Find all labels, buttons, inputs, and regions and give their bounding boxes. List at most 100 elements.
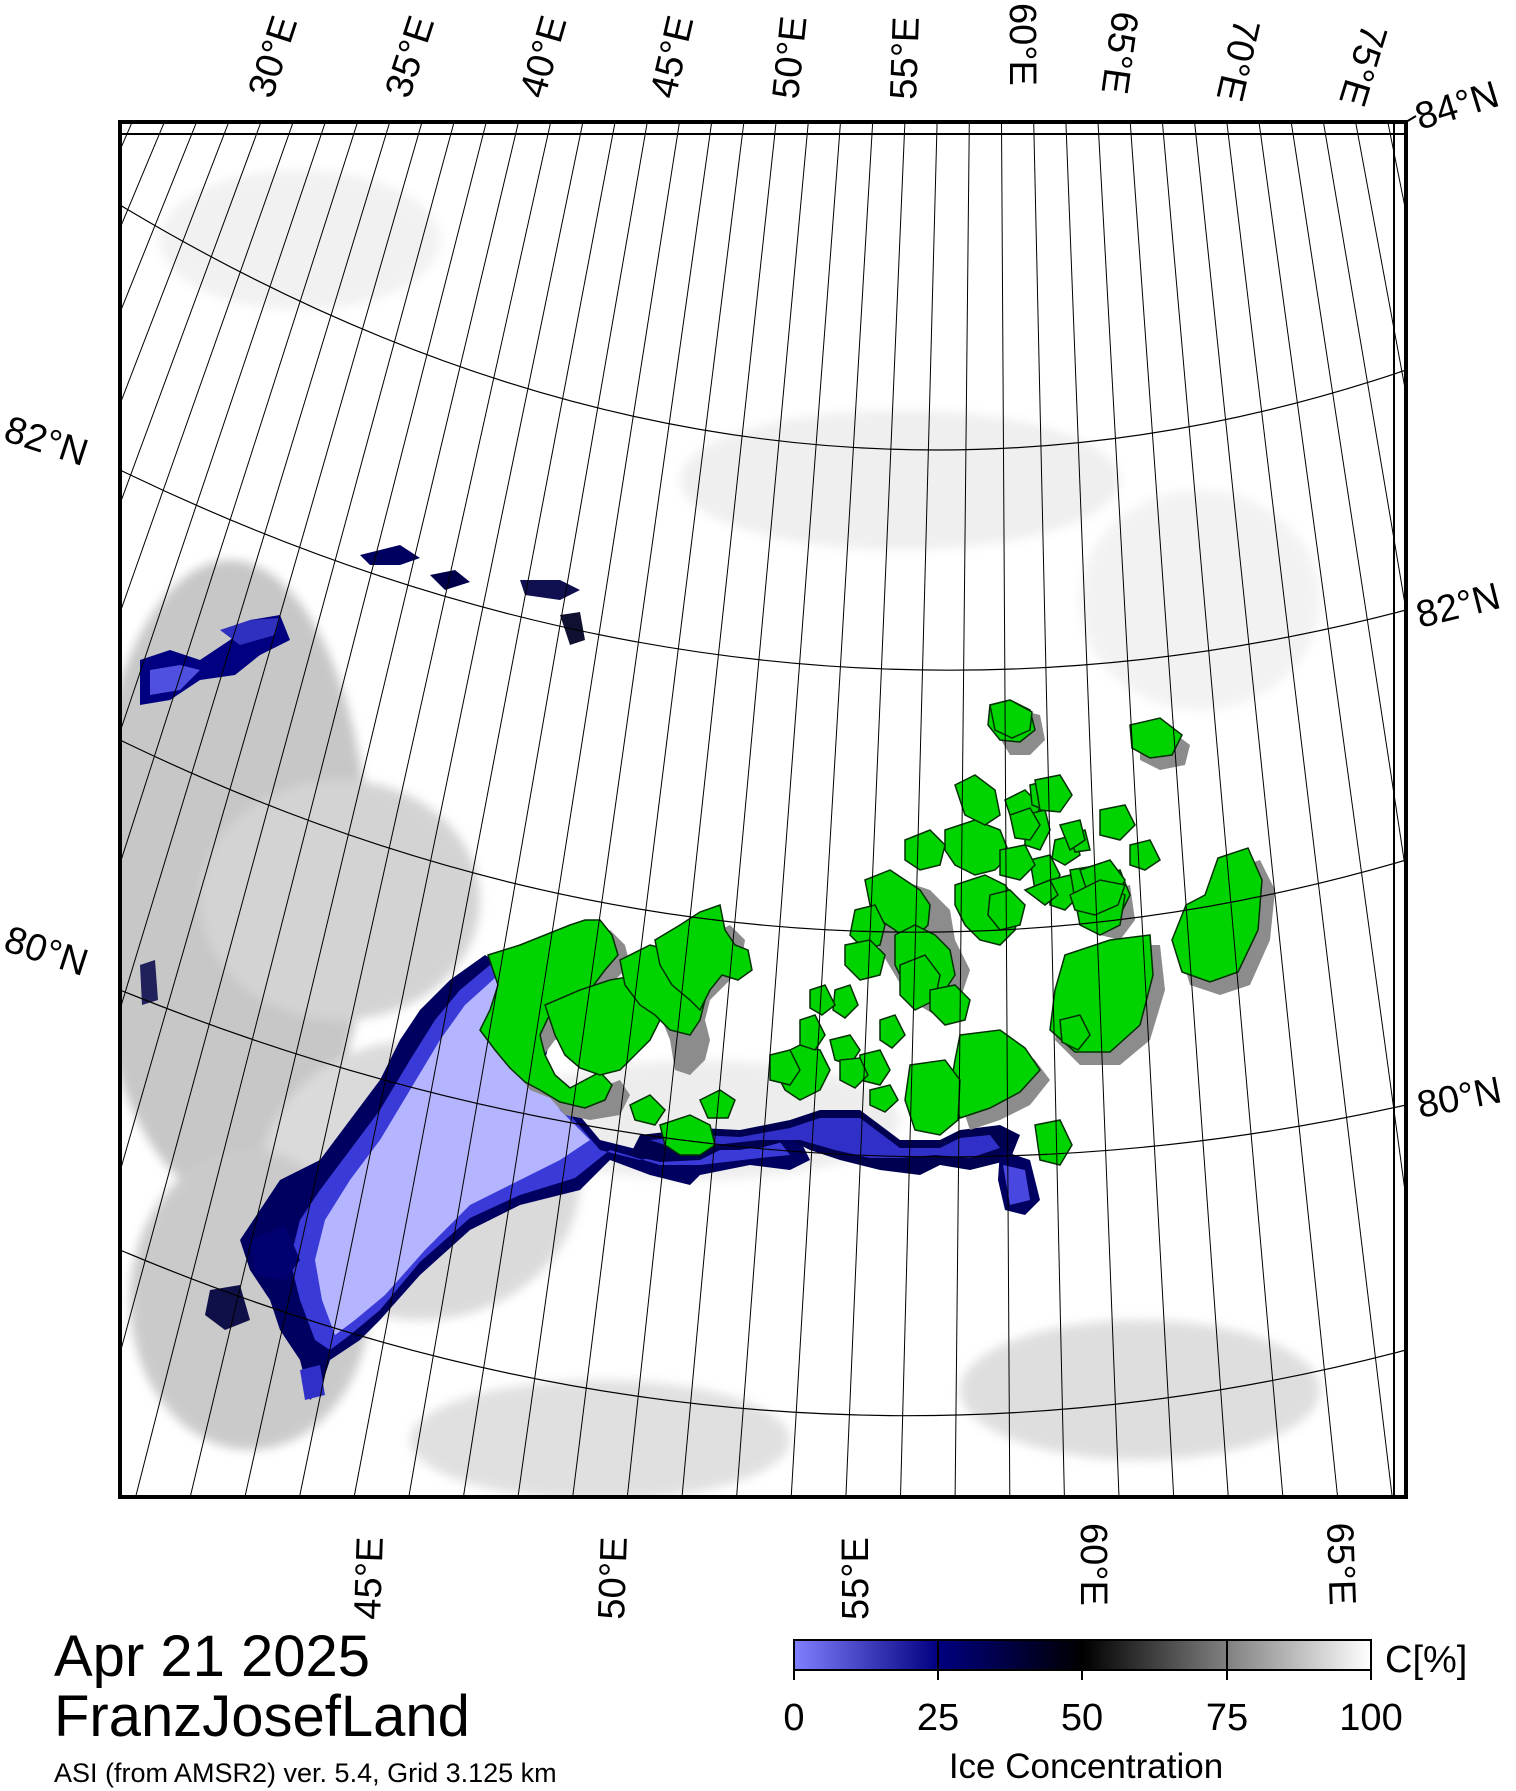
colorbar-tick-label: 50 [1061,1697,1103,1739]
colorbar-tick-label: 100 [1339,1697,1402,1739]
meridian-line [954,122,970,1497]
meridian-line [1194,122,1339,1497]
colorbar-tick-label: 25 [917,1697,959,1739]
lat-label-right: 80°N [1414,1069,1505,1126]
meridian-line [120,122,326,734]
lon-label-bottom: 65°E [1318,1522,1363,1606]
lon-label-top: 55°E [883,16,928,100]
lat-label-right: 82°N [1412,575,1505,636]
island-east-8 [1023,879,1059,906]
island-north-12 [1034,774,1073,813]
meridian-line [1322,122,1406,614]
meridian-line [1226,122,1393,1497]
meridian-line [120,122,423,1174]
island-east-7 [1069,879,1126,916]
meridian-line [626,122,777,1497]
island-rudolf [989,699,1033,739]
ice-edge-nw [140,545,585,1005]
meridian-line [120,122,391,1012]
island-south-11 [839,1057,869,1089]
meridian-line [120,122,359,866]
island-south-10 [879,1014,906,1049]
left-latitude-labels: 82°N 80°N [0,409,93,985]
meridian-line [1065,122,1120,1497]
meridian-line [1420,122,1516,1497]
colorbar-title: Ice Concentration [949,1747,1223,1786]
lon-label-top: 60°E [1001,3,1043,86]
meridian-line [681,122,809,1497]
ice-texture [120,170,1320,1497]
meridian-line [299,122,584,1497]
lon-label-top: 65°E [1093,9,1146,97]
island-mid-7 [904,829,946,871]
island-north-13 [1099,804,1136,841]
island-south-2 [904,1059,961,1136]
meridian-line [120,122,133,152]
meridian-line [120,122,294,615]
island-north-15 [1058,819,1086,852]
land-islands [479,699,1263,1166]
graticule-meridians [120,122,1516,1497]
meridian-line [244,122,552,1497]
island-north-1 [954,774,1001,826]
lon-label-top: 35°E [378,11,444,103]
meridian-line [1161,122,1284,1497]
meridian-line [845,122,906,1497]
graticule-parallels [120,122,1406,1417]
meridian-line [900,122,938,1497]
island-south-3 [829,1034,861,1066]
meridian-line [1290,122,1406,876]
lon-label-top: 45°E [643,12,703,102]
bottom-longitude-labels: 45°E 50°E 55°E 60°E 65°E [347,1522,1363,1620]
lon-label-bottom: 60°E [1072,1523,1114,1606]
meridian-line [120,122,230,406]
map-frame [118,115,1417,1499]
meridian-line [1258,122,1406,1202]
top-longitude-labels: 30°E 35°E 40°E 45°E 50°E 55°E 60°E 65°E … [241,3,1395,111]
meridian-line [1001,122,1011,1497]
meridian-line [572,122,745,1497]
meridian-line [120,122,262,506]
lon-label-bottom: 55°E [835,1537,877,1620]
island-mid-3 [849,904,886,951]
meridian-line [790,122,874,1497]
island-south-13 [1059,1014,1091,1051]
island-graham-bell [1171,847,1263,983]
lon-label-top: 30°E [241,11,307,103]
lon-label-top: 40°E [512,11,575,102]
meridian-line [353,122,616,1497]
meridian-line [120,122,455,1356]
lon-label-bottom: 50°E [591,1536,636,1620]
island-north-10 [999,844,1036,881]
meridian-line [135,122,487,1497]
right-latitude-labels: 84°N 82°N 80°N [1410,74,1505,1127]
island-south-9 [809,984,836,1016]
meridian-line [517,122,713,1497]
meridian-line [1355,122,1406,397]
meridian-line [736,122,841,1497]
colorbar-tick-label: 75 [1206,1697,1248,1739]
colorbar-ticks [793,1640,1372,1680]
meridian-line [462,122,680,1497]
island-sw-3 [699,1089,736,1119]
island-south-12 [869,1084,899,1113]
island-north-6 [1009,807,1041,841]
map-date: Apr 21 2025 [54,1624,371,1689]
colorbar-unit: C[%] [1385,1639,1467,1681]
lon-label-top: 50°E [765,14,815,101]
lat-label-left: 82°N [0,409,93,475]
lon-label-bottom: 45°E [347,1536,392,1620]
meridian-line [1129,122,1229,1497]
island-south-6 [769,1049,801,1086]
meridian-line [1033,122,1065,1497]
lat-label-right: 84°N [1410,74,1503,139]
data-source: ASI (from AMSR2) ver. 5.4, Grid 3.125 km [54,1758,557,1788]
lon-label-top: 70°E [1208,15,1268,105]
lat-label-left: 80°N [0,919,93,985]
meridian-line [189,122,519,1497]
colorbar: C[%] 0 25 50 75 100 Ice Concentration [783,1639,1467,1786]
region-name: FranzJosefLand [54,1684,470,1749]
lon-label-top: 75°E [1330,19,1394,110]
colorbar-tick-label: 0 [783,1697,804,1739]
